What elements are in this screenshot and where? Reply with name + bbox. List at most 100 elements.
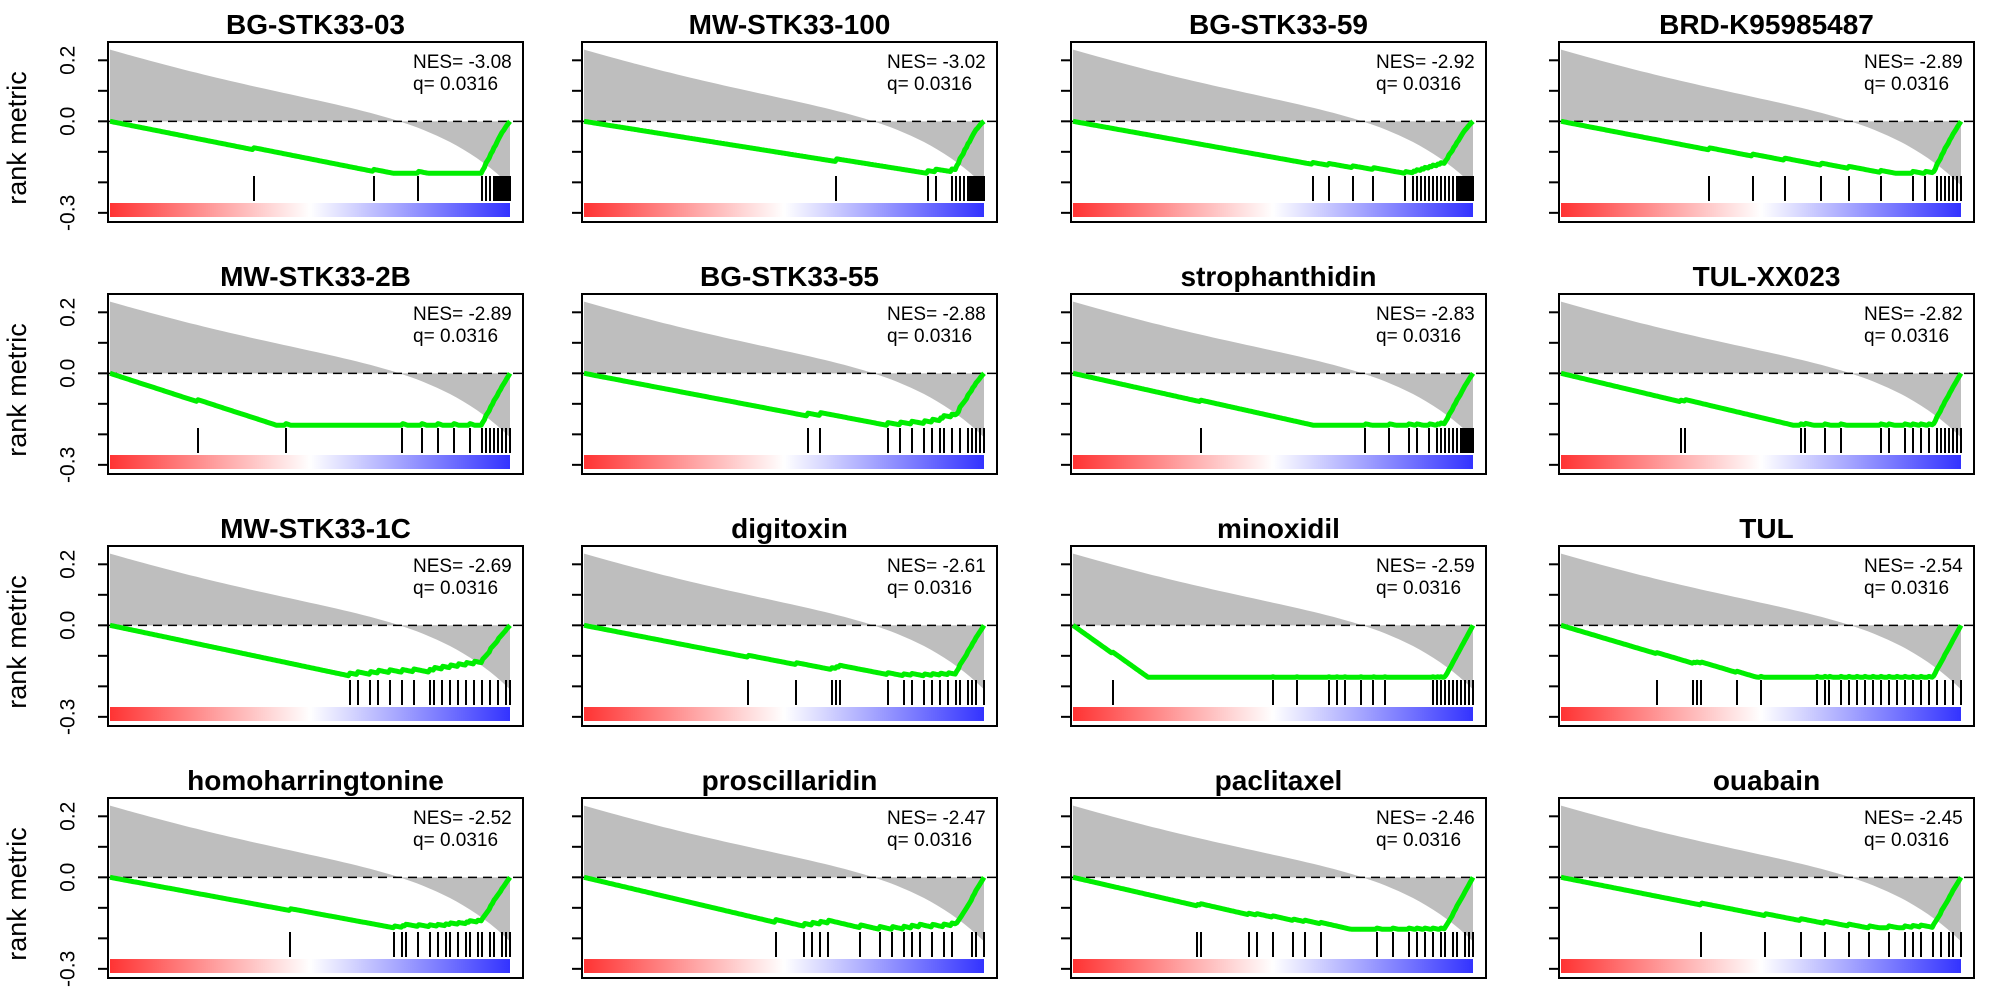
- panel-6: BG-STK33-55 NES= -2.88q= 0.0316: [572, 261, 998, 475]
- q-label: q= 0.0316: [1376, 578, 1461, 599]
- y-tick-label-2: 0.0: [57, 863, 80, 892]
- q-label: q= 0.0316: [1376, 74, 1461, 95]
- es-curve: [583, 118, 986, 176]
- es-curve: [583, 370, 986, 428]
- rank-metric-area: [1073, 49, 1473, 186]
- es-curve: [109, 118, 512, 176]
- es-curve: [1072, 370, 1476, 428]
- y-tick-label-1: 0.2: [57, 550, 80, 579]
- y-tick-label-2: 0.0: [57, 359, 80, 388]
- panel-frame: [1558, 293, 1975, 475]
- rank-color-strip: [110, 707, 510, 721]
- panel-frame: [107, 293, 524, 475]
- es-curve: [109, 370, 513, 428]
- panel-frame: [1558, 545, 1975, 727]
- q-label: q= 0.0316: [413, 326, 498, 347]
- y-axis-title: rank metric: [2, 323, 32, 457]
- rank-color-strip: [1073, 455, 1473, 469]
- nes-label: NES= -2.45: [1864, 808, 1963, 829]
- rank-metric-area: [584, 301, 984, 438]
- nes-label: NES= -3.02: [887, 52, 986, 73]
- rank-metric-area: [110, 301, 510, 438]
- rank-metric-area: [1073, 805, 1473, 942]
- es-curve: [1072, 118, 1475, 176]
- q-label: q= 0.0316: [887, 326, 972, 347]
- y-axis-title: rank metric: [2, 575, 32, 709]
- panel-title: minoxidil: [1217, 513, 1340, 544]
- panel-title: proscillaridin: [702, 765, 878, 796]
- rank-metric-area: [1561, 805, 1961, 942]
- panel-frame: [1070, 797, 1487, 979]
- nes-label: NES= -2.83: [1376, 304, 1475, 325]
- rank-color-strip: [1561, 455, 1961, 469]
- panel-title: BG-STK33-59: [1189, 9, 1368, 40]
- panel-frame: [1070, 41, 1487, 223]
- panel-title: homoharringtonine: [187, 765, 444, 796]
- y-tick-label-3: -0.3: [57, 951, 80, 987]
- panel-frame: [1070, 545, 1487, 727]
- panel-title: TUL-XX023: [1693, 261, 1841, 292]
- panel-1: 0.2 0.0 -0.3 rank metric BG-STK33-03 NES= -3.…: [2, 9, 524, 231]
- y-tick-label-3: -0.3: [57, 195, 80, 231]
- rank-color-strip: [1073, 203, 1473, 217]
- panel-4: BRD-K95985487 NES= -2.89q= 0.0316: [1549, 9, 1975, 223]
- panel-8: TUL-XX023 NES= -2.82q= 0.0316: [1549, 261, 1975, 475]
- rank-metric-area: [1561, 301, 1961, 438]
- panel-7: strophanthidin NES= -2.83q= 0.0316: [1061, 261, 1487, 475]
- panel-15: paclitaxel NES= -2.46q= 0.0316: [1061, 765, 1487, 979]
- panel-title: BG-STK33-03: [226, 9, 405, 40]
- y-axis-title: rank metric: [2, 71, 32, 205]
- y-tick-label-3: -0.3: [57, 447, 80, 483]
- panel-title: ouabain: [1713, 765, 1820, 796]
- rank-metric-area: [110, 553, 510, 690]
- q-label: q= 0.0316: [413, 830, 498, 851]
- rank-metric-area: [1073, 553, 1473, 690]
- rank-metric-area: [1561, 553, 1961, 690]
- q-label: q= 0.0316: [1864, 74, 1949, 95]
- nes-label: NES= -2.88: [887, 304, 986, 325]
- panel-title: BRD-K95985487: [1659, 9, 1874, 40]
- rank-metric-area: [584, 805, 984, 942]
- nes-label: NES= -2.82: [1864, 304, 1963, 325]
- y-tick-label-1: 0.2: [57, 802, 80, 831]
- panel-frame: [581, 41, 998, 223]
- nes-label: NES= -2.47: [887, 808, 986, 829]
- nes-label: NES= -2.92: [1376, 52, 1475, 73]
- rank-color-strip: [584, 959, 984, 973]
- rank-metric-area: [584, 553, 984, 690]
- panel-frame: [1558, 797, 1975, 979]
- rank-color-strip: [584, 455, 984, 469]
- y-tick-label-2: 0.0: [57, 107, 80, 136]
- panel-2: MW-STK33-100 NES= -3.02q= 0.0316: [572, 9, 998, 223]
- rank-color-strip: [110, 455, 510, 469]
- q-label: q= 0.0316: [1864, 830, 1949, 851]
- rank-color-strip: [110, 203, 510, 217]
- panel-frame: [107, 797, 524, 979]
- rank-color-strip: [1073, 707, 1473, 721]
- es-curve: [1560, 874, 1964, 931]
- panel-13: 0.2 0.0 -0.3 rank metric homoharringtonine NE…: [2, 765, 524, 987]
- rank-color-strip: [1073, 959, 1473, 973]
- y-axis-title: rank metric: [2, 827, 32, 961]
- panel-title: strophanthidin: [1181, 261, 1377, 292]
- nes-label: NES= -2.69: [413, 556, 512, 577]
- panel-title: BG-STK33-55: [700, 261, 879, 292]
- q-label: q= 0.0316: [413, 578, 498, 599]
- es-curve: [109, 874, 513, 931]
- panel-title: TUL: [1739, 513, 1793, 544]
- rank-color-strip: [1561, 959, 1961, 973]
- nes-label: NES= -2.59: [1376, 556, 1475, 577]
- nes-label: NES= -2.61: [887, 556, 986, 577]
- panel-14: proscillaridin NES= -2.47q= 0.0316: [572, 765, 998, 979]
- q-label: q= 0.0316: [1864, 326, 1949, 347]
- y-tick-label-3: -0.3: [57, 699, 80, 735]
- y-tick-label-2: 0.0: [57, 611, 80, 640]
- rank-metric-area: [1073, 301, 1473, 438]
- rank-metric-area: [584, 49, 984, 186]
- panel-11: minoxidil NES= -2.59q= 0.0316: [1061, 513, 1487, 727]
- q-label: q= 0.0316: [887, 74, 972, 95]
- panel-frame: [1070, 293, 1487, 475]
- panel-frame: [107, 545, 524, 727]
